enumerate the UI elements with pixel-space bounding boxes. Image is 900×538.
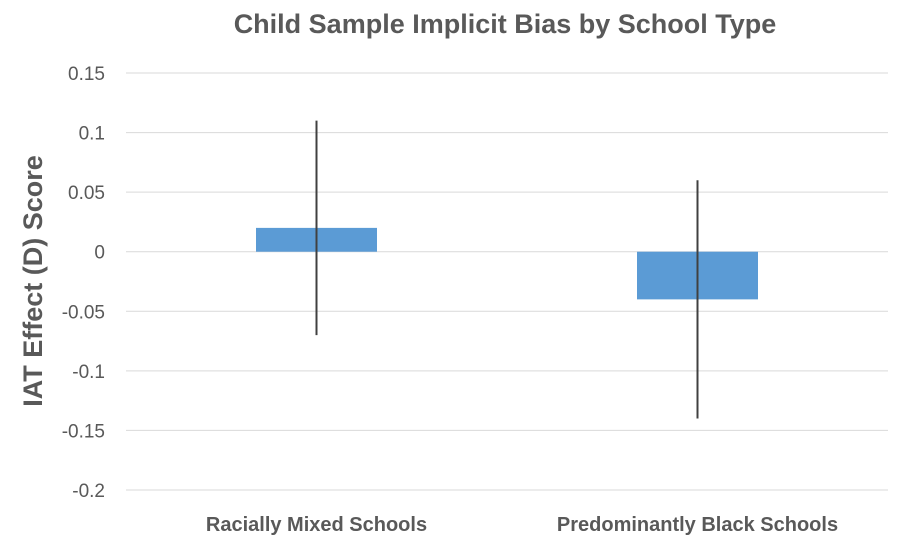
x-category-label: Predominantly Black Schools xyxy=(557,514,838,536)
y-axis-label: IAT Effect (D) Score xyxy=(18,155,48,407)
gridlines xyxy=(126,72,888,491)
y-tick-label: -0.1 xyxy=(72,362,105,383)
chart-title: Child Sample Implicit Bias by School Typ… xyxy=(234,9,777,39)
x-axis-categories: Racially Mixed Schools Predominantly Blac… xyxy=(206,514,838,536)
error-bars xyxy=(315,120,699,419)
bars xyxy=(256,227,758,300)
y-tick-label: 0.1 xyxy=(79,124,105,145)
y-tick-label: -0.2 xyxy=(72,481,105,502)
y-tick-label: 0.15 xyxy=(68,64,105,85)
x-category-label: Racially Mixed Schools xyxy=(206,514,427,536)
y-tick-label: 0 xyxy=(94,243,105,264)
y-tick-label: -0.05 xyxy=(62,302,105,323)
y-tick-label: -0.15 xyxy=(62,421,105,442)
y-tick-label: 0.05 xyxy=(68,183,105,204)
y-axis-ticks: 0.15 0.1 0.05 0 -0.05 -0.1 -0.15 -0.2 xyxy=(62,64,105,502)
